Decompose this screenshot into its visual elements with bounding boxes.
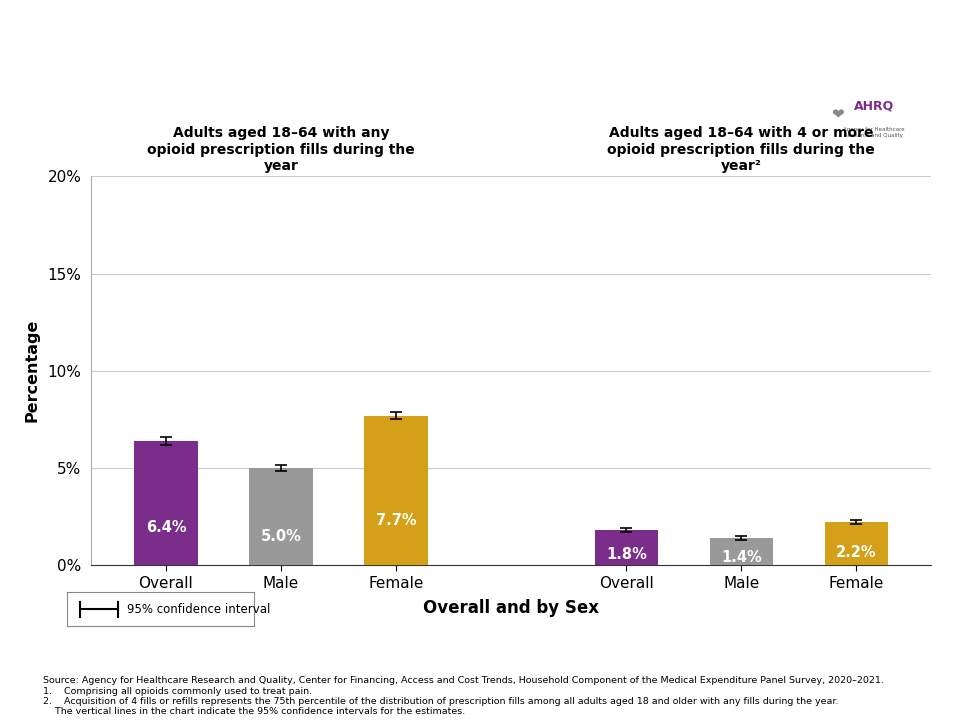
Text: 95% confidence interval: 95% confidence interval — [127, 603, 271, 616]
Text: 6.4%: 6.4% — [146, 521, 186, 536]
Text: Adults aged 18–64 with any
opioid prescription fills during the
year: Adults aged 18–64 with any opioid prescr… — [147, 127, 415, 173]
Ellipse shape — [754, 30, 960, 266]
Bar — [594, 530, 658, 565]
Bar — [250, 468, 313, 565]
Text: Agency for Healthcare
Research and Quality: Agency for Healthcare Research and Quali… — [843, 127, 904, 138]
Text: 1.4%: 1.4% — [721, 549, 761, 564]
Text: AHRQ: AHRQ — [853, 100, 894, 113]
Text: Figure 1. Average annual percentage of adults aged 18–64
who filled outpatient o: Figure 1. Average annual percentage of a… — [61, 35, 707, 106]
X-axis label: Overall and by Sex: Overall and by Sex — [423, 599, 599, 617]
Text: 7.7%: 7.7% — [375, 513, 417, 528]
Text: Source: Agency for Healthcare Research and Quality, Center for Financing, Access: Source: Agency for Healthcare Research a… — [43, 676, 884, 716]
Text: 2.2%: 2.2% — [836, 545, 876, 560]
Text: 1.8%: 1.8% — [606, 547, 647, 562]
Text: 5.0%: 5.0% — [260, 528, 301, 544]
Bar — [825, 523, 888, 565]
Bar — [709, 538, 773, 565]
Bar — [365, 415, 428, 565]
Y-axis label: Percentage: Percentage — [24, 319, 39, 423]
Text: Adults aged 18–64 with 4 or more
opioid prescription fills during the
year²: Adults aged 18–64 with 4 or more opioid … — [608, 127, 876, 173]
Text: ❤: ❤ — [830, 107, 844, 122]
Bar — [134, 441, 198, 565]
